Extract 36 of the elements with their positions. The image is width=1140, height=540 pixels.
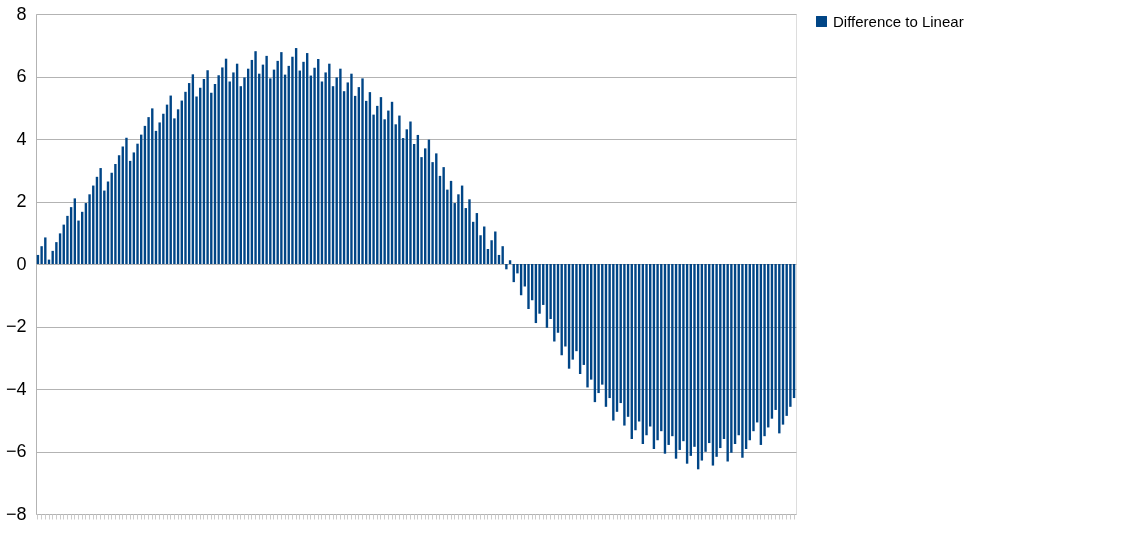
bar: [339, 68, 342, 264]
y-tick-label: 2: [16, 191, 27, 211]
bar: [741, 264, 744, 458]
bar: [726, 264, 729, 462]
bar: [553, 264, 556, 342]
y-tick-label: 0: [16, 253, 27, 274]
bar: [99, 168, 102, 264]
bar: [778, 264, 781, 434]
bar: [560, 264, 563, 356]
bar: [501, 246, 504, 264]
bar: [409, 121, 412, 264]
bar: [586, 264, 589, 388]
bar: [280, 52, 283, 264]
bar: [623, 264, 626, 426]
bar: [125, 137, 128, 264]
bar: [265, 55, 268, 264]
legend-label: Difference to Linear: [833, 12, 964, 30]
bar: [328, 63, 331, 264]
bar: [468, 199, 471, 264]
y-tick-label: 6: [16, 66, 27, 86]
y-tick-label: 4: [16, 128, 27, 149]
bar: [350, 73, 353, 264]
bar: [254, 51, 257, 264]
bar: [44, 237, 47, 264]
bar: [206, 70, 209, 264]
bar: [527, 264, 530, 309]
bar: [398, 115, 401, 264]
y-tick-label: −8: [5, 503, 27, 524]
y-tick-label: −6: [5, 441, 27, 461]
y-tick-label: −4: [5, 378, 27, 399]
y-tick-label: 8: [16, 3, 27, 24]
bar: [505, 264, 508, 270]
y-tick-label: −2: [5, 316, 27, 336]
bar: [361, 78, 364, 264]
bar: [442, 167, 445, 264]
bar: [612, 264, 615, 421]
